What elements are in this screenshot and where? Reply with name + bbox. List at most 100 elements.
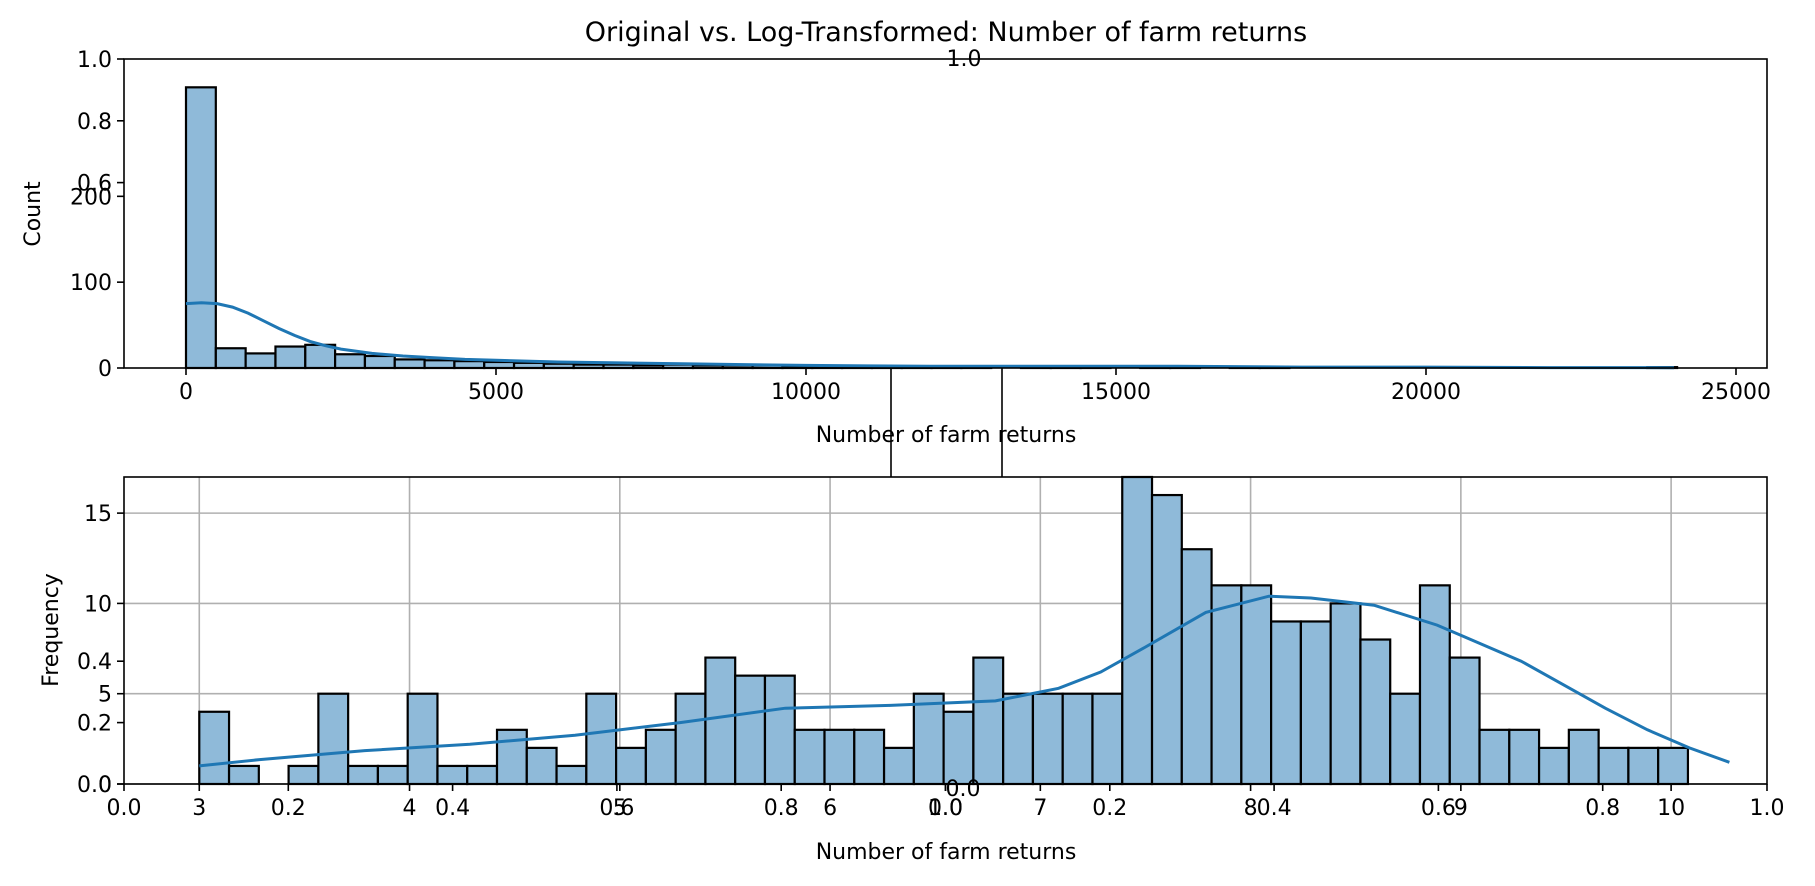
- histogram-bar: [882, 746, 915, 786]
- histogram-bar: [823, 728, 856, 786]
- x-tick-label: 25000: [1701, 380, 1771, 405]
- histogram-bar: [555, 764, 588, 786]
- histogram-bar: [227, 764, 260, 786]
- histogram-bar: [334, 353, 367, 370]
- histogram-bar: [1359, 638, 1392, 786]
- overlay-x-tick-label: 0.6: [599, 796, 634, 821]
- y-tick-label: 0: [98, 773, 112, 798]
- histogram-bar: [853, 728, 886, 786]
- histogram-bar: [287, 764, 320, 786]
- histogram-bar: [1537, 746, 1570, 786]
- y-tick-label: 200: [70, 185, 112, 210]
- overlay-x-tick-label: 1.0: [928, 796, 963, 821]
- histogram-bar: [483, 360, 516, 370]
- chart-title: Original vs. Log-Transformed: Number of …: [585, 17, 1308, 48]
- x-tick-label: 0: [179, 380, 193, 405]
- overlay-x-tick-label: 0.4: [1257, 796, 1292, 821]
- histogram-bar: [1508, 728, 1541, 786]
- bottom-overlay-x-ticks: 0.0 0.2 0.4 0.6 0.8 1.00.0 0.2 0.4 0.6 0.8 1.0: [107, 784, 1785, 821]
- top-overlay-y-ticks: 0.6 0.8 1.0: [77, 48, 124, 197]
- bottom-x-axis-label: Number of farm returns: [816, 840, 1077, 865]
- bottom-y-axis-label: Frequency: [39, 573, 64, 687]
- overlay-x-tick-label: 0.8: [1585, 796, 1620, 821]
- histogram-bar: [184, 86, 217, 370]
- histogram-bar: [1240, 584, 1273, 786]
- overlay-x-tick-label: 1.0: [1750, 796, 1785, 821]
- overlay-x-tick-label: 0.6: [1421, 796, 1456, 821]
- histogram-bar: [495, 728, 528, 786]
- histogram-bar: [1270, 620, 1302, 786]
- bottom-x-ticks: 3 4 5 6 7 8 9 10: [192, 784, 1685, 821]
- overlay-x-tick-label: 0.2: [271, 796, 306, 821]
- histogram-bar: [453, 360, 486, 370]
- histogram-bar: [644, 728, 677, 786]
- histogram-bar: [1448, 656, 1481, 786]
- histogram-bar: [1478, 728, 1511, 786]
- histogram-bar: [393, 358, 426, 370]
- x-tick-label: 7: [1033, 796, 1047, 821]
- overlay-y-tick-label: 0.2: [77, 712, 112, 737]
- histogram-bar: [347, 764, 380, 786]
- histogram-bar: [763, 674, 796, 786]
- x-tick-label: 5000: [468, 380, 524, 405]
- histogram-bar: [1329, 602, 1362, 786]
- histogram-bar: [274, 345, 307, 370]
- overlay-x-tick-label: 0.2: [1092, 796, 1127, 821]
- histogram-bar: [244, 352, 277, 370]
- top-y-axis-label: Count: [21, 181, 46, 247]
- histogram-bar: [615, 746, 647, 786]
- histogram-bar: [674, 692, 707, 786]
- histogram-bar: [793, 728, 826, 786]
- overlay-y-tick-label: 0.0: [77, 773, 112, 798]
- bottom-kde-line: [199, 594, 1730, 768]
- histogram-bar: [1597, 746, 1630, 786]
- histogram-bar: [1299, 620, 1332, 786]
- x-tick-label: 15000: [1081, 380, 1151, 405]
- bottom-histogram-bars: [198, 475, 1690, 786]
- histogram-bar: [363, 354, 396, 370]
- y-tick-label: 0: [98, 357, 112, 382]
- x-tick-label: 10: [1657, 796, 1685, 821]
- histogram-bar: [585, 692, 618, 786]
- top-kde-line: [185, 301, 1675, 370]
- top-axes-frame: [123, 58, 1768, 369]
- histogram-bar: [1091, 692, 1124, 786]
- top-x-ticks: 0 5000 10000 15000 20000 25000: [179, 368, 1771, 405]
- overlay-y-tick-label: 0.6: [77, 172, 112, 197]
- histogram-bar: [942, 710, 975, 786]
- histogram-bar: [1657, 746, 1690, 786]
- histogram-bar: [1061, 692, 1094, 786]
- overlay-x-tick-label: 0.8: [764, 796, 799, 821]
- x-tick-label: 5: [613, 796, 627, 821]
- top-histogram-bars: [184, 86, 1679, 370]
- y-tick-label: 10: [84, 592, 112, 617]
- histogram-bar: [423, 359, 456, 370]
- overlay-y-tick-label: 1.0: [77, 48, 112, 73]
- histogram-bar: [912, 692, 945, 786]
- top-y-ticks: 0 100 200: [70, 185, 124, 382]
- histogram-bar: [1567, 728, 1600, 786]
- y-tick-label: 5: [98, 683, 112, 708]
- bottom-overlay-y-ticks: 0.0 0.2 0.4: [77, 650, 124, 798]
- x-tick-label: 9: [1454, 796, 1468, 821]
- overlay-y-tick-label: 0.4: [77, 650, 112, 675]
- overlay-y-tick-label: 0.8: [77, 110, 112, 135]
- histogram-bar: [376, 764, 409, 786]
- x-tick-label: 10000: [771, 380, 841, 405]
- top-overlay-top-tick: 1.0: [947, 47, 982, 72]
- y-tick-label: 100: [70, 271, 112, 296]
- x-tick-label: 8: [1244, 796, 1258, 821]
- overlay-x-tick-label: 0.0: [107, 796, 142, 821]
- histogram-bar: [1210, 584, 1243, 786]
- overlay-x-tick-label: 0.4: [435, 796, 470, 821]
- histogram-bar: [406, 692, 439, 786]
- histogram-bar: [1031, 692, 1064, 786]
- x-tick-label: 20000: [1391, 380, 1461, 405]
- x-tick-label: 3: [192, 796, 206, 821]
- histogram-bar: [436, 764, 469, 786]
- histogram-bar: [1002, 692, 1035, 786]
- histogram-bar: [525, 746, 558, 786]
- bottom-y-ticks: 0 5 10 15: [84, 502, 124, 798]
- histogram-bar: [317, 692, 350, 786]
